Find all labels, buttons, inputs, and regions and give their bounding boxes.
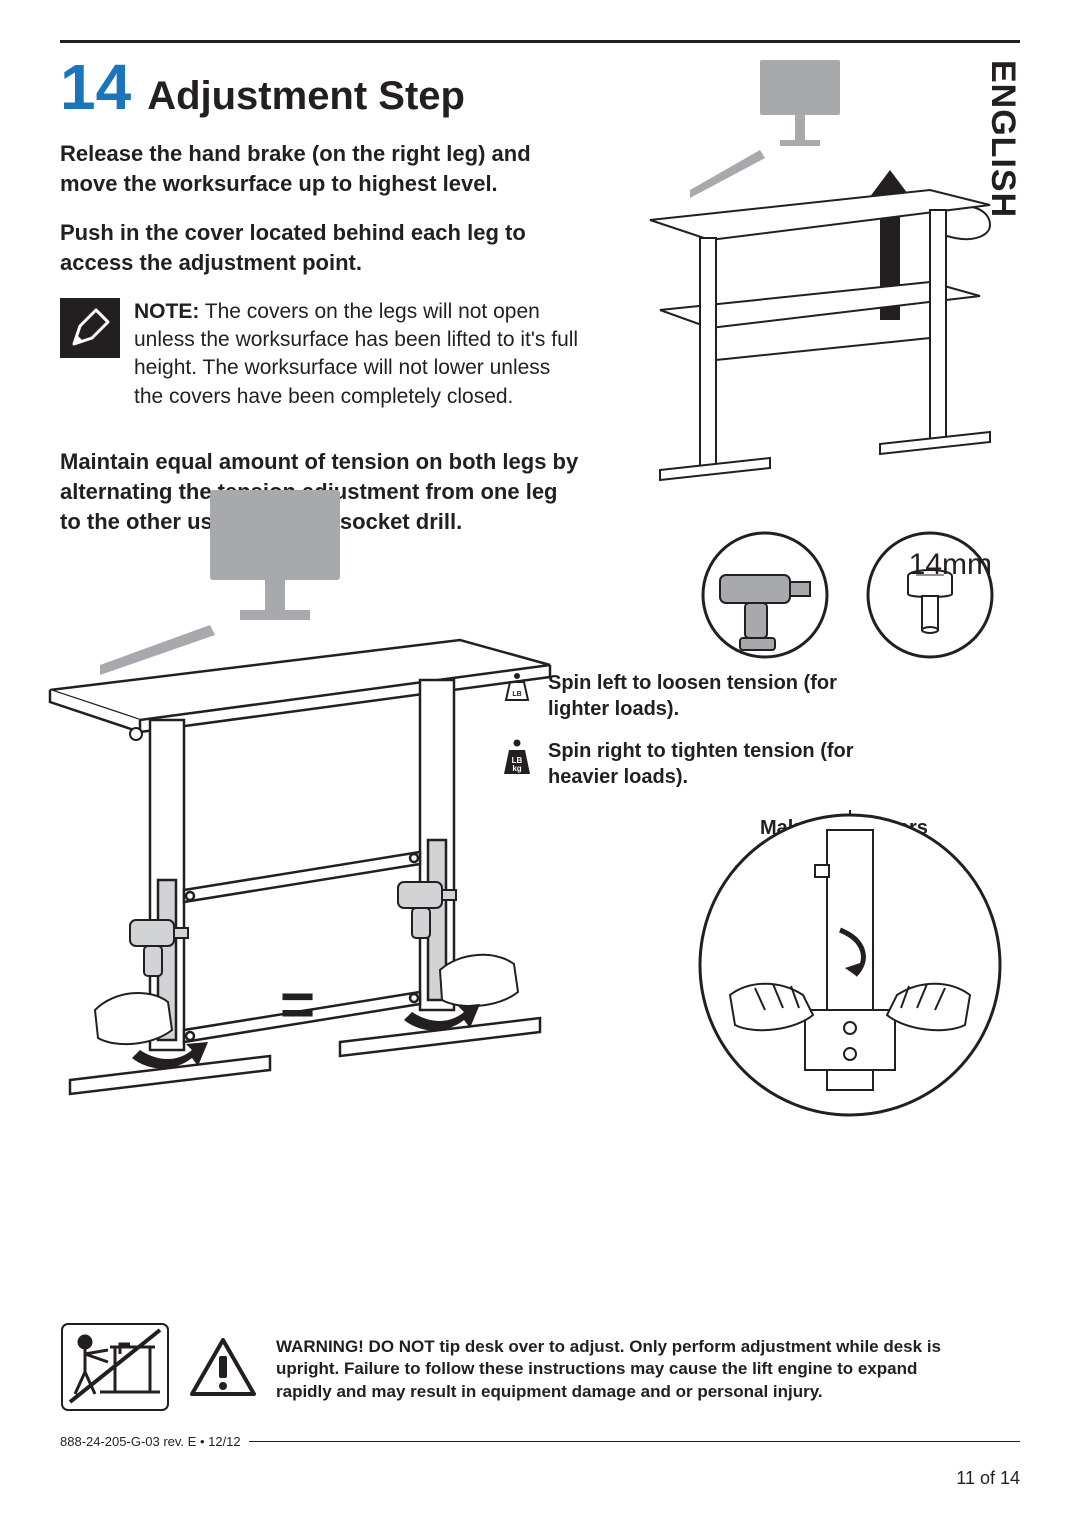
spin-right-text: Spin right to tighten tension (for heavi… <box>548 738 880 790</box>
doc-number: 888-24-205-G-03 rev. E • 12/12 <box>60 1434 249 1449</box>
step-title: Adjustment Step <box>147 76 465 116</box>
diagram-close-covers <box>695 810 1005 1120</box>
footer-rule <box>249 1441 1020 1442</box>
paragraph-1: Release the hand brake (on the right leg… <box>60 139 580 198</box>
diagram-desk-raise <box>630 60 1010 490</box>
paragraph-2: Push in the cover located behind each le… <box>60 218 580 277</box>
pencil-note-icon <box>60 298 120 358</box>
note-body: The covers on the legs will not open unl… <box>134 300 578 408</box>
note-label: NOTE: <box>134 300 199 323</box>
note-text: NOTE: The covers on the legs will not op… <box>134 298 580 411</box>
warning-text: WARNING! DO NOT tip desk over to adjust.… <box>276 1336 976 1402</box>
equals-sign: = <box>280 970 315 1039</box>
page-number: 11 of 14 <box>956 1468 1020 1489</box>
socket-size-label: 14mm <box>909 548 992 582</box>
warning-triangle-icon <box>188 1336 258 1403</box>
tip-over-icon <box>60 1322 170 1417</box>
step-number: 14 <box>60 55 131 119</box>
spin-left-text: Spin left to loosen tension (for lighter… <box>548 670 880 722</box>
